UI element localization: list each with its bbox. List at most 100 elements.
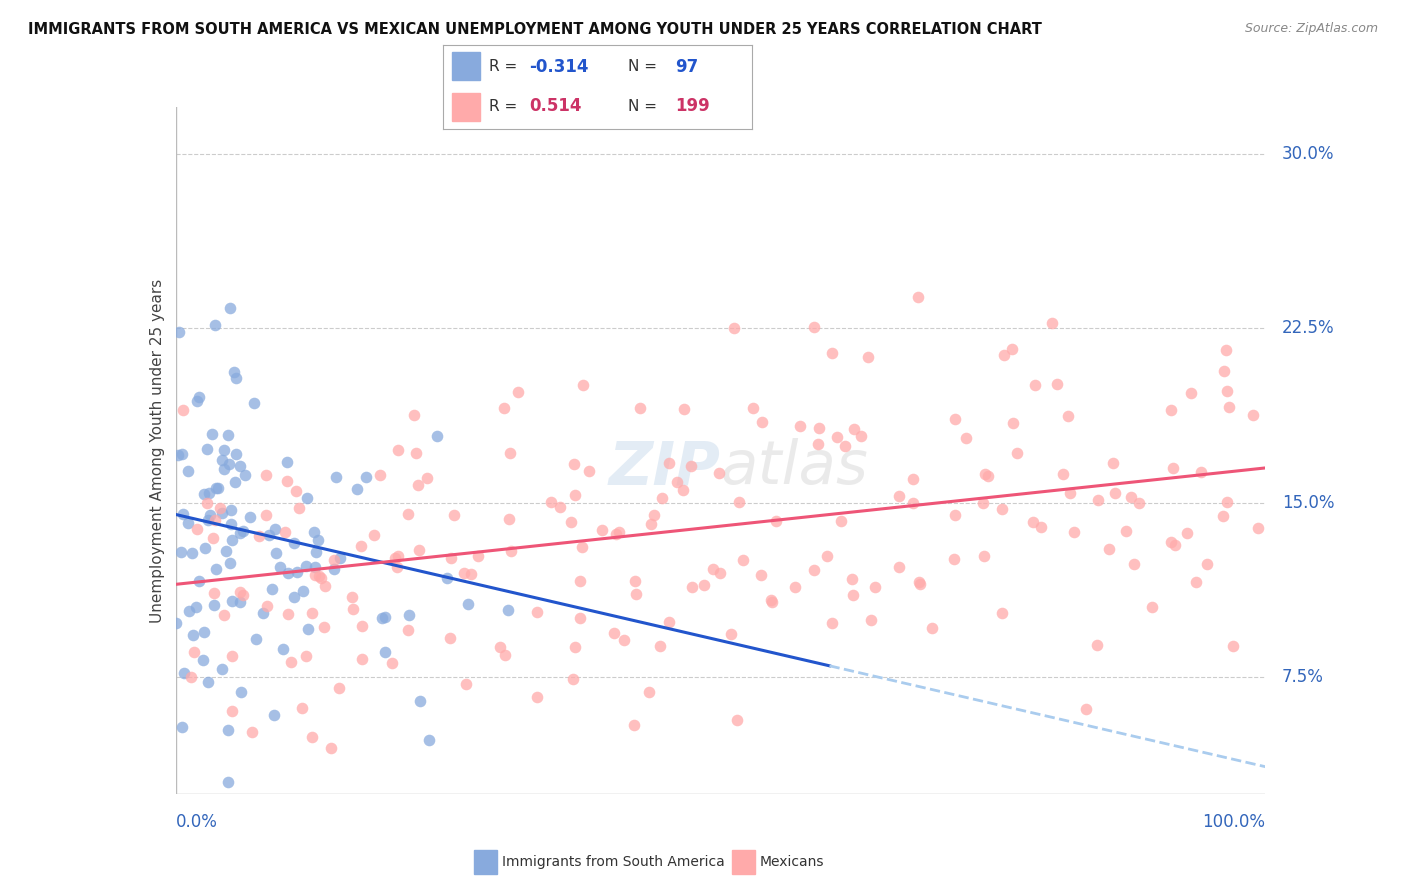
Point: [211, 506, 233, 520]
Bar: [474, 850, 496, 873]
Text: N =: N =: [628, 59, 658, 74]
Point: [187, 574, 209, 588]
Point: [830, 514, 852, 528]
Point: [807, 421, 830, 435]
Point: [354, 469, 377, 483]
Point: [194, 541, 217, 556]
Text: 97: 97: [675, 58, 699, 76]
Point: [467, 549, 489, 563]
Point: [201, 427, 224, 442]
Point: [901, 472, 924, 486]
Text: R =: R =: [489, 99, 517, 114]
Point: [720, 626, 742, 640]
Text: ZIP: ZIP: [609, 439, 721, 498]
Point: [204, 318, 226, 332]
Point: [387, 549, 409, 563]
Point: [197, 675, 219, 690]
Text: IMMIGRANTS FROM SOUTH AMERICA VS MEXICAN UNEMPLOYMENT AMONG YOUTH UNDER 25 YEARS: IMMIGRANTS FROM SOUTH AMERICA VS MEXICAN…: [28, 22, 1042, 37]
Point: [1001, 416, 1024, 430]
Point: [1085, 638, 1108, 652]
Point: [613, 632, 636, 647]
Point: [1163, 461, 1185, 475]
Point: [229, 526, 252, 541]
Point: [1024, 377, 1046, 392]
Point: [492, 401, 515, 415]
Point: [396, 507, 419, 521]
Point: [977, 469, 1000, 483]
Point: [291, 701, 314, 715]
Point: [219, 517, 242, 532]
Point: [821, 616, 844, 631]
Point: [1115, 524, 1137, 539]
Point: [1052, 467, 1074, 481]
Point: [842, 422, 865, 436]
Point: [276, 455, 298, 469]
Point: [1215, 343, 1237, 358]
Point: [624, 587, 647, 601]
Point: [197, 513, 219, 527]
Point: [457, 598, 479, 612]
Point: [346, 483, 368, 497]
Text: 199: 199: [675, 97, 710, 115]
Point: [453, 566, 475, 580]
Point: [224, 475, 246, 490]
Point: [1215, 384, 1237, 398]
Point: [321, 740, 343, 755]
Point: [215, 543, 238, 558]
Text: 0.0%: 0.0%: [176, 813, 218, 830]
Point: [409, 693, 432, 707]
Point: [908, 577, 931, 591]
Point: [1180, 386, 1202, 401]
Point: [165, 615, 187, 630]
Point: [1218, 401, 1240, 415]
Point: [212, 443, 235, 458]
Point: [416, 470, 439, 484]
Point: [329, 551, 352, 566]
Point: [323, 561, 346, 575]
Point: [387, 560, 409, 574]
Point: [628, 401, 651, 415]
Point: [408, 543, 430, 558]
Bar: [453, 53, 479, 80]
Point: [943, 508, 966, 522]
Point: [990, 606, 1012, 620]
Point: [572, 378, 595, 392]
Point: [225, 371, 247, 385]
Y-axis label: Unemployment Among Youth under 25 years: Unemployment Among Youth under 25 years: [149, 278, 165, 623]
Point: [325, 470, 347, 484]
Point: [498, 602, 520, 616]
Point: [222, 365, 245, 379]
Point: [252, 607, 274, 621]
Point: [488, 640, 510, 655]
Point: [229, 595, 252, 609]
Point: [371, 611, 394, 625]
Point: [370, 468, 392, 483]
Point: [665, 475, 688, 489]
Point: [1056, 409, 1078, 424]
Text: 15.0%: 15.0%: [1282, 494, 1334, 512]
Point: [1104, 486, 1126, 500]
Point: [269, 560, 291, 574]
Point: [342, 602, 364, 616]
Point: [288, 500, 311, 515]
Point: [229, 585, 252, 599]
Point: [564, 488, 586, 502]
Point: [172, 721, 194, 735]
Point: [256, 508, 278, 523]
Point: [233, 467, 256, 482]
Point: [501, 544, 523, 558]
Point: [381, 656, 404, 670]
Text: Source: ZipAtlas.com: Source: ZipAtlas.com: [1244, 22, 1378, 36]
Point: [803, 319, 825, 334]
Point: [1185, 574, 1208, 589]
Point: [658, 456, 681, 470]
Text: -0.314: -0.314: [530, 58, 589, 76]
Point: [301, 730, 323, 744]
Point: [456, 677, 478, 691]
Point: [603, 625, 626, 640]
Point: [643, 508, 665, 522]
Point: [1189, 465, 1212, 479]
Point: [443, 508, 465, 522]
Point: [314, 620, 336, 634]
Point: [1195, 557, 1218, 571]
